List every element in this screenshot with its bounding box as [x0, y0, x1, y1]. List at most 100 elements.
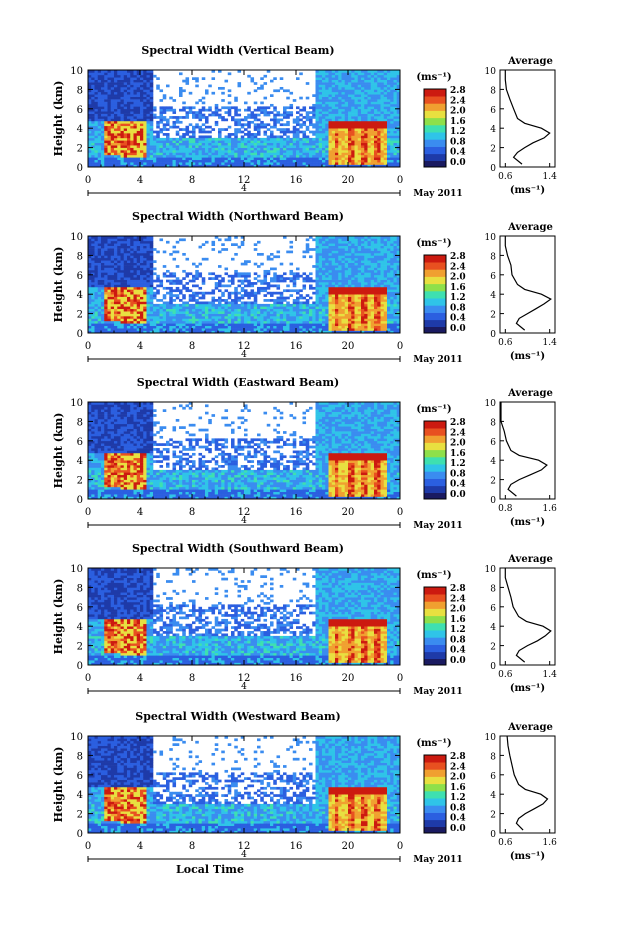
heatmap-cell [159, 106, 164, 110]
heatmap-cell [292, 140, 297, 144]
heatmap-cell [211, 147, 216, 151]
heatmap-cell [94, 72, 99, 76]
heatmap-cell [104, 303, 108, 307]
heatmap-cell [234, 286, 238, 290]
heatmap-cell [364, 145, 368, 148]
heatmap-cell [396, 72, 401, 76]
heatmap-cell [104, 111, 108, 114]
heatmap-cell [130, 82, 134, 85]
heatmap-cell [94, 328, 99, 331]
heatmap-cell [159, 311, 164, 314]
heatmap-cell [117, 101, 121, 105]
heatmap-cell [188, 306, 193, 310]
heatmap-cell [88, 313, 92, 317]
heatmap-cell [348, 89, 352, 93]
heatmap-cell [198, 157, 203, 161]
heatmap-cell [156, 291, 160, 295]
heatmap-cell [273, 162, 277, 165]
heatmap-cell [169, 303, 173, 307]
heatmap-cell [201, 311, 206, 314]
heatmap-cell [283, 157, 287, 161]
heatmap-cell [302, 142, 307, 146]
heatmap-cell [211, 289, 216, 293]
heatmap-cell [133, 133, 138, 136]
heatmap-cell [237, 299, 242, 302]
heatmap-cell [172, 257, 177, 261]
heatmap-cell [286, 316, 290, 319]
heatmap-cell [175, 162, 180, 165]
heatmap-cell [325, 99, 329, 102]
heatmap-cell [244, 277, 248, 280]
heatmap-cell [123, 248, 128, 251]
heatmap-cell [97, 308, 102, 312]
heatmap-cell [104, 311, 108, 314]
heatmap-cell [146, 252, 151, 256]
heatmap-cell [273, 323, 277, 327]
heatmap-cell [351, 116, 355, 119]
heatmap-cell [88, 123, 92, 127]
heatmap-cell [159, 238, 164, 242]
heatmap-cell [309, 306, 313, 310]
heatmap-cell [88, 154, 92, 158]
heatmap-cell [351, 89, 355, 93]
heatmap-cell [130, 133, 134, 136]
heatmap-cell [367, 162, 372, 165]
heatmap-cell [91, 137, 95, 141]
heatmap-cell [127, 311, 131, 314]
heatmap-cell [146, 238, 151, 242]
heatmap-cell [279, 142, 284, 146]
heatmap-cell [270, 306, 274, 310]
heatmap-cell [328, 313, 333, 317]
heatmap-cell [94, 296, 99, 300]
heatmap-cell [166, 147, 170, 151]
heatmap-cell [110, 248, 115, 251]
heatmap-cell [172, 140, 177, 144]
heatmap-cell [136, 272, 141, 276]
heatmap-cell [120, 269, 125, 273]
heatmap-cell [143, 150, 147, 153]
heatmap-cell [351, 82, 355, 85]
heatmap-cell [325, 123, 329, 127]
heatmap-cell [91, 279, 95, 283]
heatmap-cell [377, 74, 381, 78]
heatmap-cell [387, 154, 391, 158]
heatmap-cell [315, 130, 320, 134]
heatmap-cell [309, 279, 313, 283]
heatmap-cell [318, 272, 323, 276]
heatmap-cell [188, 154, 193, 158]
heatmap-cell [273, 135, 277, 139]
heatmap-cell [289, 91, 294, 95]
heatmap-cell [110, 289, 115, 293]
heatmap-cell [344, 152, 349, 156]
heatmap-cell [227, 152, 232, 156]
heatmap-cell [101, 243, 105, 246]
heatmap-cell [273, 299, 277, 302]
heatmap-cell [149, 91, 154, 95]
heatmap-cell [328, 306, 333, 310]
heatmap-cell [354, 135, 359, 139]
heatmap-cell [299, 313, 303, 317]
heatmap-cell [143, 262, 147, 266]
heatmap-cell [114, 262, 118, 266]
heatmap-cell [315, 142, 320, 146]
heatmap-cell [94, 330, 99, 334]
heatmap-cell [136, 301, 141, 305]
heatmap-cell [328, 311, 333, 314]
heatmap-cell [221, 279, 225, 283]
heatmap-cell [341, 123, 346, 127]
heatmap-cell [133, 142, 138, 146]
heatmap-cell [140, 157, 144, 161]
heatmap-cell [185, 145, 190, 148]
heatmap-cell [123, 267, 128, 271]
heatmap-cell [266, 308, 271, 312]
heatmap-cell [380, 103, 385, 107]
heatmap-cell [234, 133, 238, 136]
heatmap-cell [266, 303, 271, 307]
heatmap-cell [153, 279, 157, 283]
heatmap-cell [305, 135, 310, 139]
heatmap-cell [179, 303, 183, 307]
heatmap-cell [341, 89, 346, 93]
heatmap-cell [149, 311, 154, 314]
heatmap-cell [172, 123, 177, 127]
heatmap-cell [143, 125, 147, 129]
